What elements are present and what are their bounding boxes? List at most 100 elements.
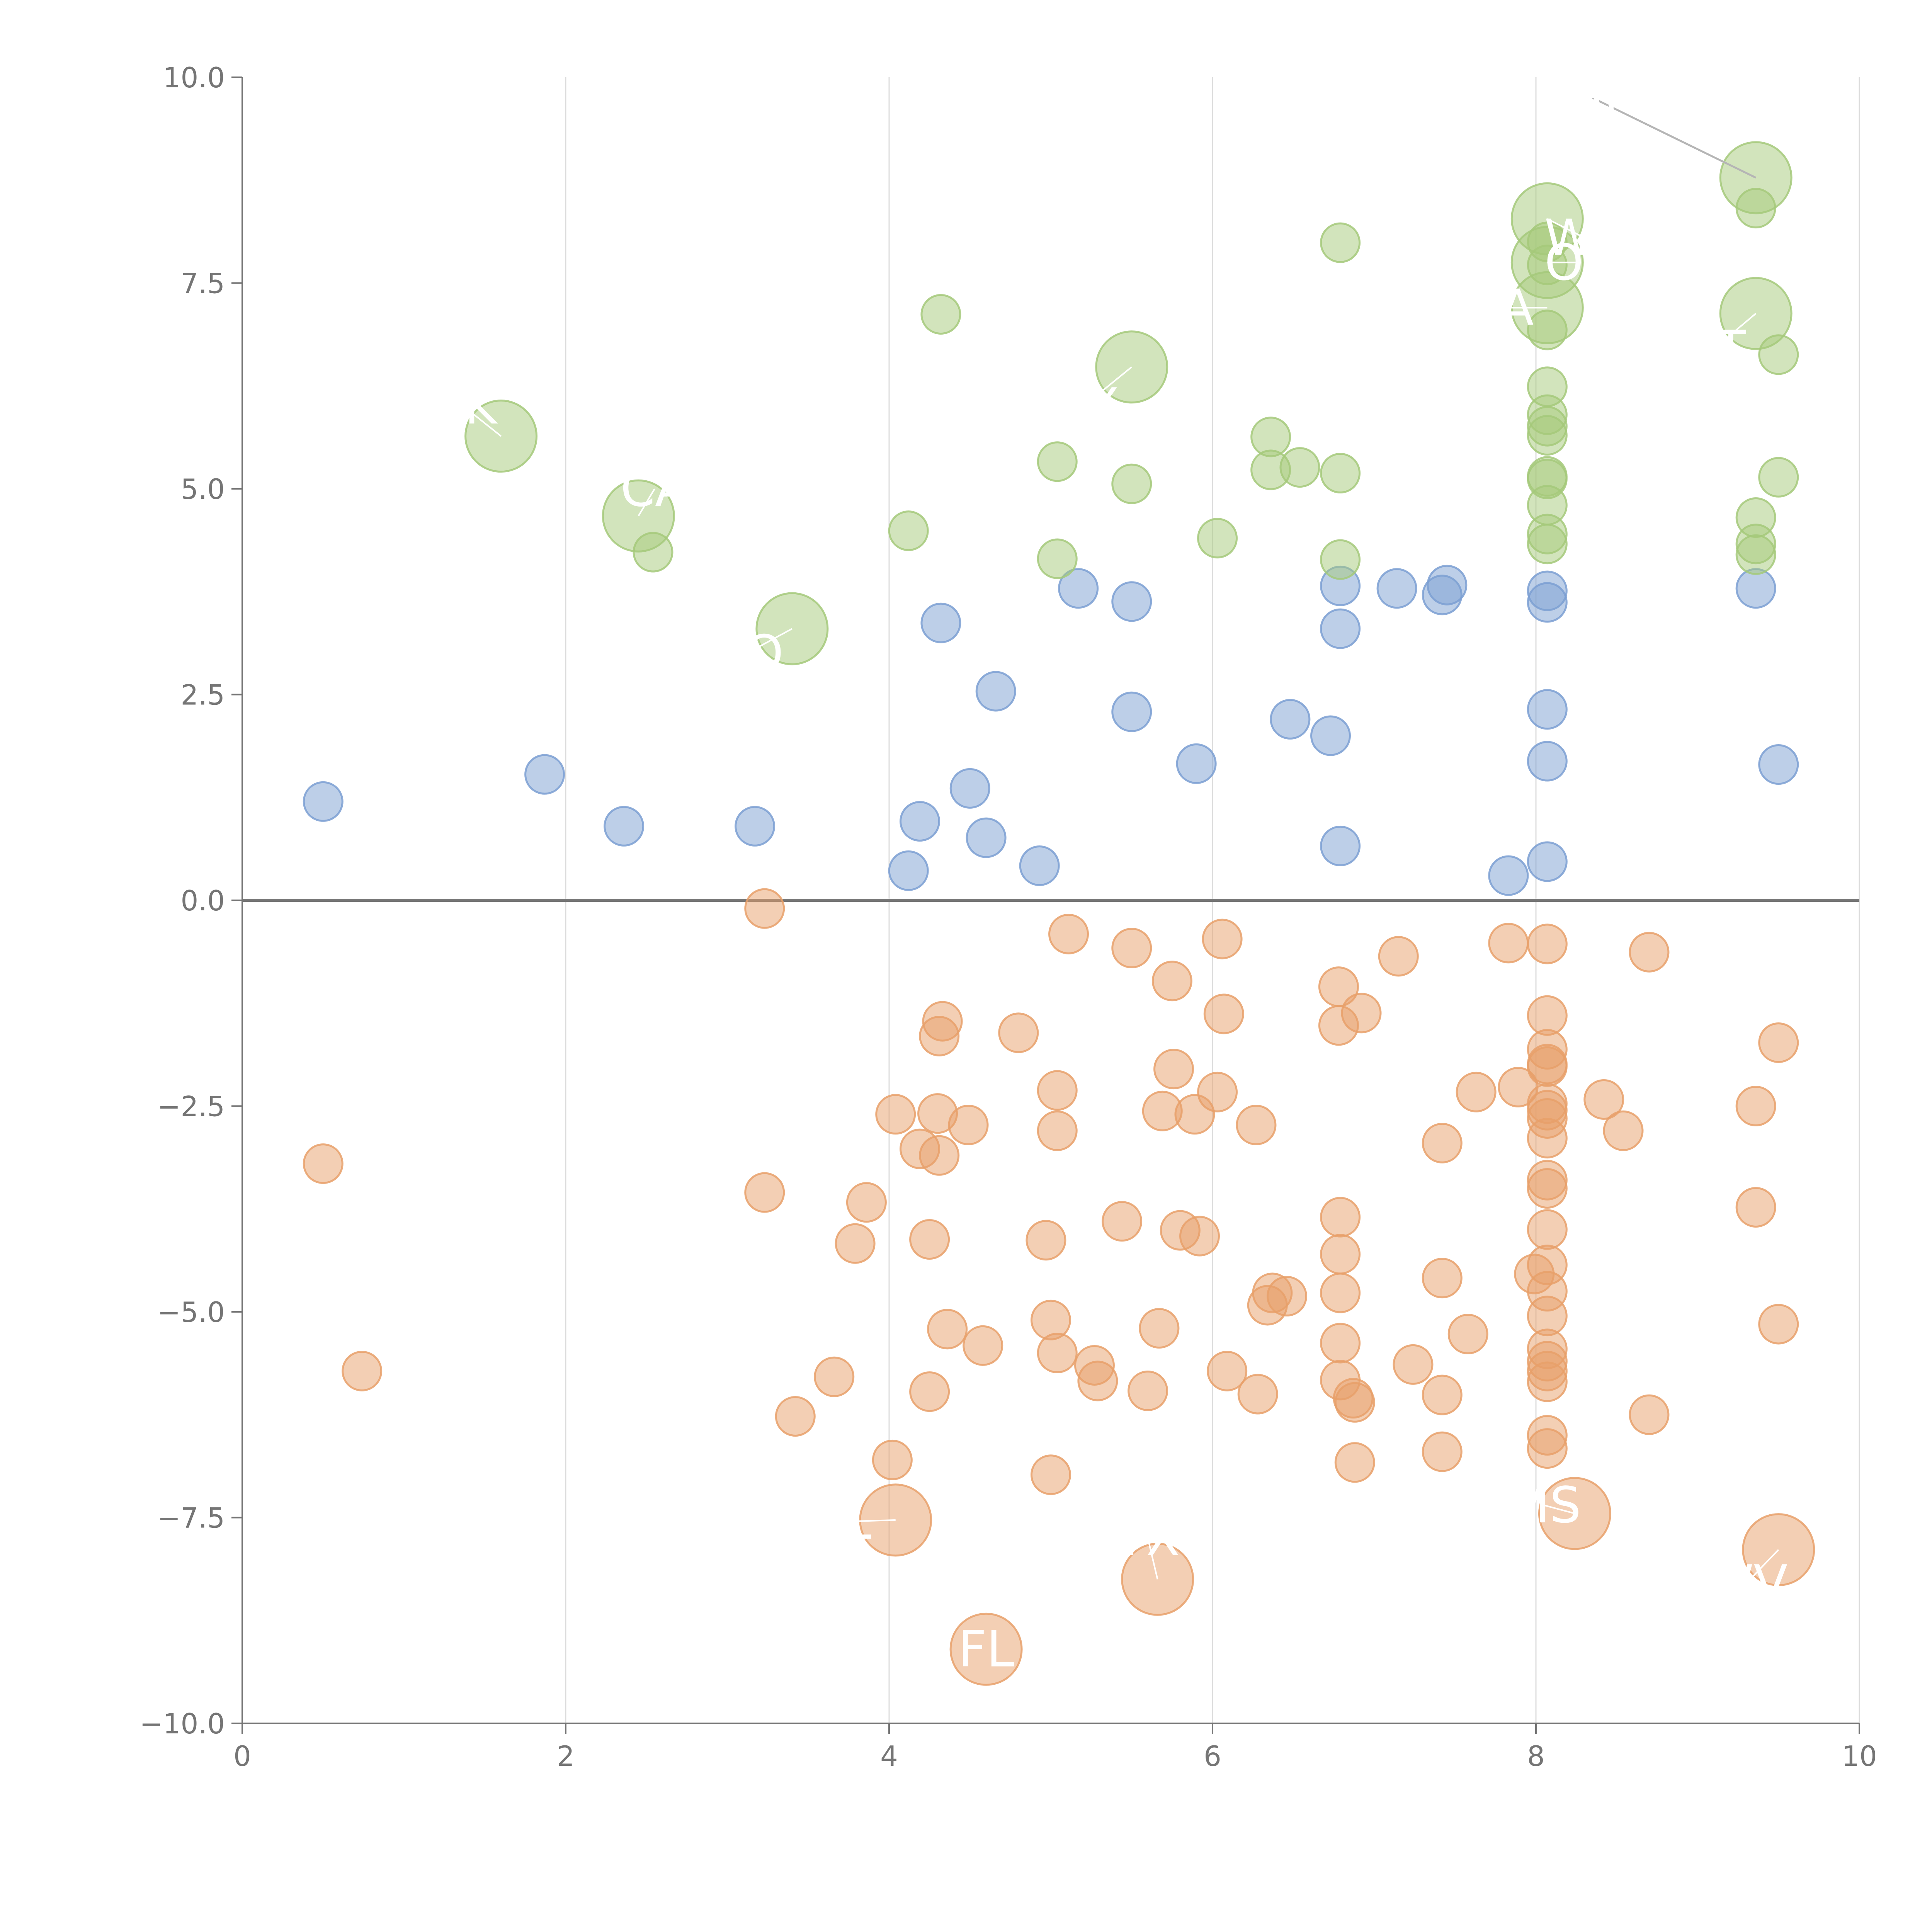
bubble-green <box>920 294 961 335</box>
bubble-blue <box>1527 841 1568 882</box>
bubble-blue <box>735 806 776 847</box>
bubble-orange <box>1422 1122 1463 1163</box>
bubble-orange <box>1341 993 1382 1034</box>
bubble-green <box>1111 463 1152 504</box>
y-tick-label: −10.0 <box>139 1708 225 1740</box>
bubble-orange <box>1179 1216 1220 1257</box>
bubble-orange <box>1583 1079 1624 1120</box>
bubble-orange <box>1151 961 1192 1002</box>
bubble-orange <box>775 1396 816 1437</box>
bubble-orange <box>1203 993 1244 1034</box>
bubble-orange <box>1334 1442 1375 1483</box>
bubble-orange <box>919 1135 960 1176</box>
bubble-blue <box>949 768 990 809</box>
axes: 0 2 4 6 8 10 −10.0 −7.5 −5.0 −2.5 0.0 2.5 5.0 7.5 10.0 <box>139 61 1877 1772</box>
bubble-blue <box>1111 581 1152 622</box>
bubble-blue <box>900 801 940 842</box>
bubble-orange <box>1320 1272 1361 1313</box>
bubble-label: AK <box>431 378 498 435</box>
bubble-orange <box>1320 1234 1361 1275</box>
bubble-blue <box>1427 565 1468 605</box>
bubble-blue <box>1527 741 1568 782</box>
x-tick-label: 10 <box>1842 1740 1877 1772</box>
bubble-orange <box>909 1219 950 1260</box>
bubble-orange <box>1128 1370 1168 1411</box>
bubble-label: NY <box>1049 378 1117 435</box>
bubble-orange <box>909 1371 950 1412</box>
bubble-label: OR <box>1544 234 1618 291</box>
bubble-orange <box>1735 1086 1776 1126</box>
y-tick-label: 7.5 <box>180 267 225 300</box>
bubble-orange <box>1629 932 1670 973</box>
bubble-blue <box>1527 689 1568 730</box>
bubble-blue <box>524 754 565 795</box>
y-tick-label: −5.0 <box>157 1296 225 1328</box>
bubble-orange <box>1488 923 1529 964</box>
bubble-orange <box>1048 913 1089 954</box>
bubble-orange <box>875 1094 916 1135</box>
bubble-blue <box>966 817 1007 858</box>
bubble-orange <box>1139 1308 1180 1349</box>
bubble-orange <box>1422 1258 1463 1299</box>
bubble-green <box>1037 538 1078 579</box>
bubble-label: MS <box>1507 1477 1581 1534</box>
bubble-label: CO <box>710 625 784 682</box>
bubble-orange <box>1527 1168 1568 1209</box>
bubble-blue <box>303 781 344 822</box>
bubble-label: FL <box>958 1621 1014 1678</box>
bubble-green <box>1758 457 1799 498</box>
bubble-orange <box>963 1325 1003 1366</box>
bubble-blue <box>888 850 929 891</box>
bubble-orange <box>1527 1361 1568 1402</box>
bubble-orange <box>1527 1046 1568 1087</box>
bubble-orange <box>998 1012 1039 1053</box>
bubble-green <box>1197 518 1238 559</box>
bubble-orange <box>1320 1197 1361 1238</box>
bubble-orange <box>1202 918 1243 959</box>
bubble-orange <box>927 1309 968 1350</box>
bubble-orange <box>1527 923 1568 964</box>
bubble-orange <box>1236 1104 1277 1145</box>
bubble-orange <box>922 1001 963 1042</box>
bubble-orange <box>1026 1220 1066 1261</box>
x-tick-label: 6 <box>1204 1740 1221 1772</box>
bubble-blue <box>1111 691 1152 732</box>
bubble-green <box>1320 453 1361 494</box>
bubble-blue <box>1176 743 1217 784</box>
bubble-orange <box>1758 1022 1799 1063</box>
bubble-orange <box>1037 1070 1078 1111</box>
bubble-orange <box>744 1172 785 1213</box>
bubble-orange <box>1031 1454 1071 1495</box>
x-tick-label: 8 <box>1527 1740 1545 1772</box>
label-leader-line <box>638 488 655 517</box>
bubble-label: WV <box>1705 1555 1787 1612</box>
bubble-orange <box>846 1182 887 1223</box>
bubble-label: WA <box>1544 209 1624 267</box>
bubble-orange <box>948 1104 989 1145</box>
y-tick-label: 0.0 <box>180 884 225 917</box>
bubble-orange <box>1197 1071 1238 1112</box>
bubble-blue <box>1058 568 1099 609</box>
bubble-label: TX <box>1116 1510 1180 1567</box>
bubble-orange <box>1447 1314 1488 1355</box>
bubble-orange <box>1320 1323 1361 1364</box>
label-leader-line <box>1592 97 1757 179</box>
bubbles <box>303 141 1815 1686</box>
bubble-blue <box>1527 582 1568 623</box>
bubble-blue <box>920 602 961 643</box>
label-leader-line <box>1544 1504 1575 1514</box>
bubble-orange <box>814 1356 855 1397</box>
label-leader-line <box>746 628 793 654</box>
bubble-orange <box>1758 1304 1799 1345</box>
bubble-green <box>1320 539 1361 580</box>
x-tick-label: 0 <box>233 1740 251 1772</box>
bubble-green <box>1527 415 1568 456</box>
bubble-orange <box>1527 1209 1568 1250</box>
bubble-large-orange <box>949 1612 1023 1686</box>
bubble-blue <box>604 806 645 847</box>
bubble-orange <box>1334 1382 1375 1423</box>
bubble-orange <box>872 1439 913 1480</box>
bubble-green <box>1527 524 1568 565</box>
bubble-blue <box>1376 568 1417 609</box>
